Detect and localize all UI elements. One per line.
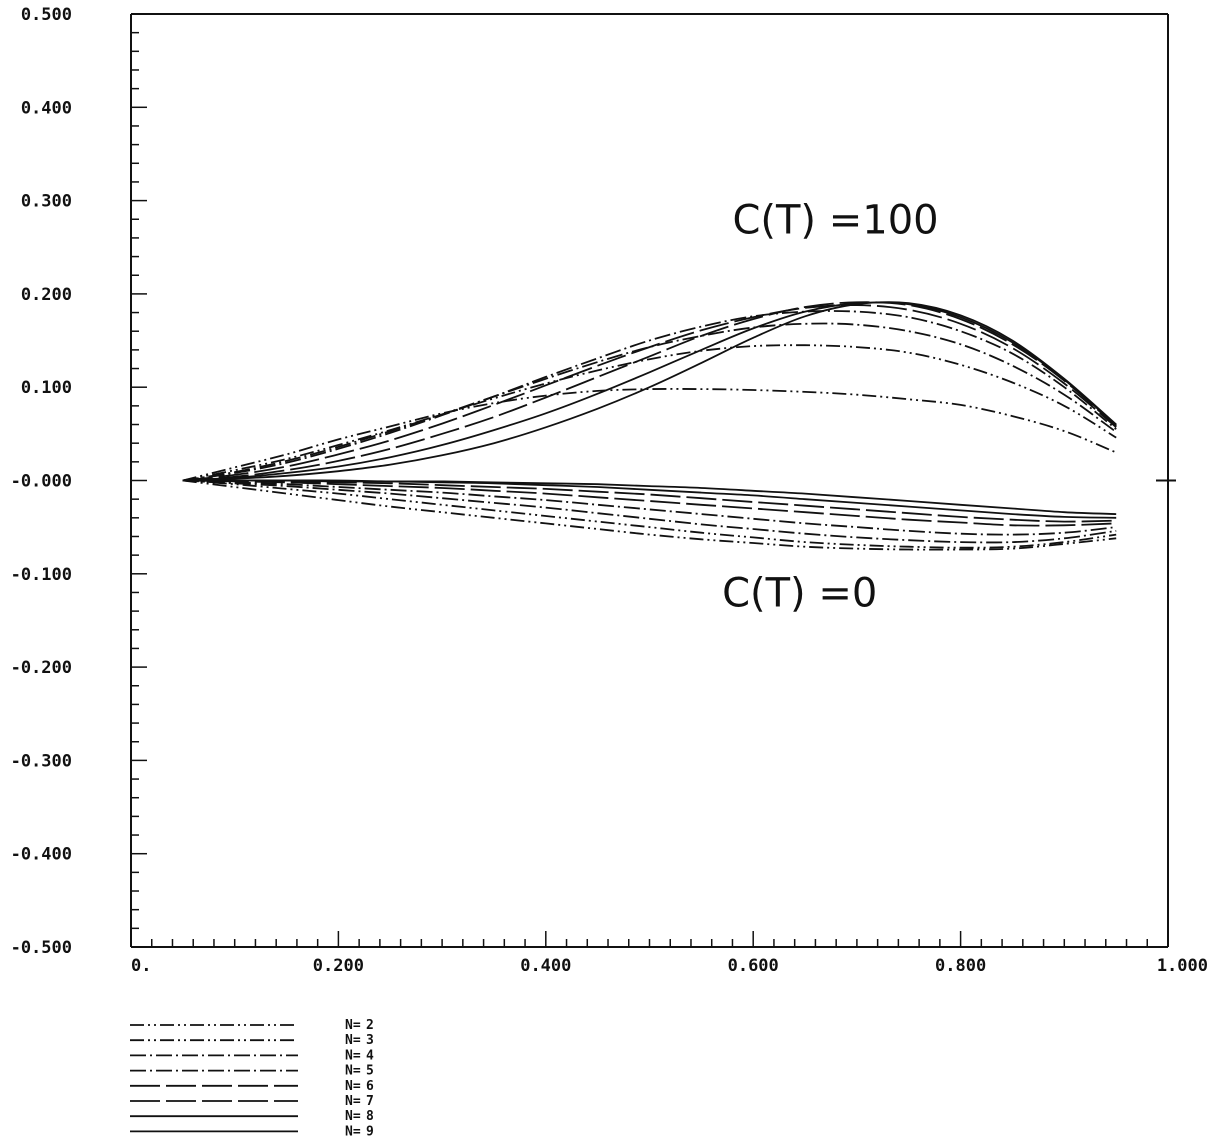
legend-prefix: N= [345, 1048, 361, 1063]
legend-prefix: N= [345, 1124, 361, 1139]
legend-prefix: N= [345, 1018, 361, 1033]
legend-number: 6 [366, 1079, 374, 1094]
series-n9-lower-curve [182, 479, 1117, 515]
legend-prefix: N= [345, 1094, 361, 1109]
y-tick-label: -0.400 [11, 845, 72, 865]
legend-number: 5 [366, 1064, 374, 1079]
legend-prefix: N= [345, 1064, 361, 1079]
series-n7-lower-curve [182, 479, 1117, 523]
x-tick-label: 0.400 [520, 956, 571, 976]
y-tick-label: -0.200 [11, 658, 72, 678]
legend-prefix: N= [345, 1079, 361, 1094]
legend-prefix: N= [345, 1109, 361, 1124]
series-n3-lower-curve [182, 479, 1117, 549]
y-tick-label: -0.000 [11, 472, 72, 492]
x-tick-label: 0. [131, 956, 151, 976]
legend: N= 2 N= 3 N= 4 N= 5 N= 6 N= 7 N= 8 N= 9 [130, 1018, 374, 1139]
series-n2-lower-curve [182, 479, 1117, 551]
series-n7-upper-curve [182, 301, 1117, 482]
y-tick-label: 0.200 [21, 285, 72, 305]
legend-number: 7 [366, 1094, 374, 1109]
y-tick-label: 0.400 [21, 98, 72, 118]
x-tick-label: 1.000 [1157, 956, 1208, 976]
x-tick-label: 0.200 [313, 956, 364, 976]
y-tick-label: 0.500 [21, 5, 72, 25]
series-n3-upper-curve [182, 344, 1117, 482]
legend-prefix: N= [345, 1033, 361, 1048]
series-n4-lower-curve [182, 479, 1117, 544]
annotation-label: C(T) =0 [722, 570, 877, 616]
series-n4-upper-curve [182, 322, 1117, 482]
legend-number: 9 [366, 1124, 374, 1139]
series-n6-lower-curve [182, 479, 1117, 527]
legend-number: 4 [366, 1048, 374, 1063]
y-tick-label: -0.300 [11, 751, 72, 771]
x-tick-label: 0.800 [935, 956, 986, 976]
series-n9-upper-curve [182, 301, 1117, 482]
series-n2-upper-curve [182, 388, 1117, 482]
y-tick-label: 0.300 [21, 192, 72, 212]
x-axis-ticks: 0. 0.200 0.400 0.600 0.800 1.000 [130, 931, 1208, 976]
legend-number: 2 [366, 1018, 374, 1033]
series-curves [182, 301, 1117, 551]
legend-number: 8 [366, 1109, 374, 1124]
y-tick-label: -0.100 [11, 565, 72, 585]
legend-number: 3 [366, 1033, 374, 1048]
annotations: C(T) =100 C(T) =0 [722, 197, 939, 616]
y-tick-label: -0.500 [11, 938, 72, 958]
y-tick-label: 0.100 [21, 378, 72, 398]
series-n6-upper-curve [182, 304, 1117, 482]
series-n8-upper-curve [182, 301, 1117, 482]
series-n5-upper-curve [182, 310, 1117, 482]
x-tick-label: 0.600 [728, 956, 779, 976]
annotation-label: C(T) =100 [732, 197, 938, 243]
y-axis-ticks: 0.500 0.400 0.300 0.200 0.100 -0.000 -0.100 -0.… [11, 5, 147, 958]
